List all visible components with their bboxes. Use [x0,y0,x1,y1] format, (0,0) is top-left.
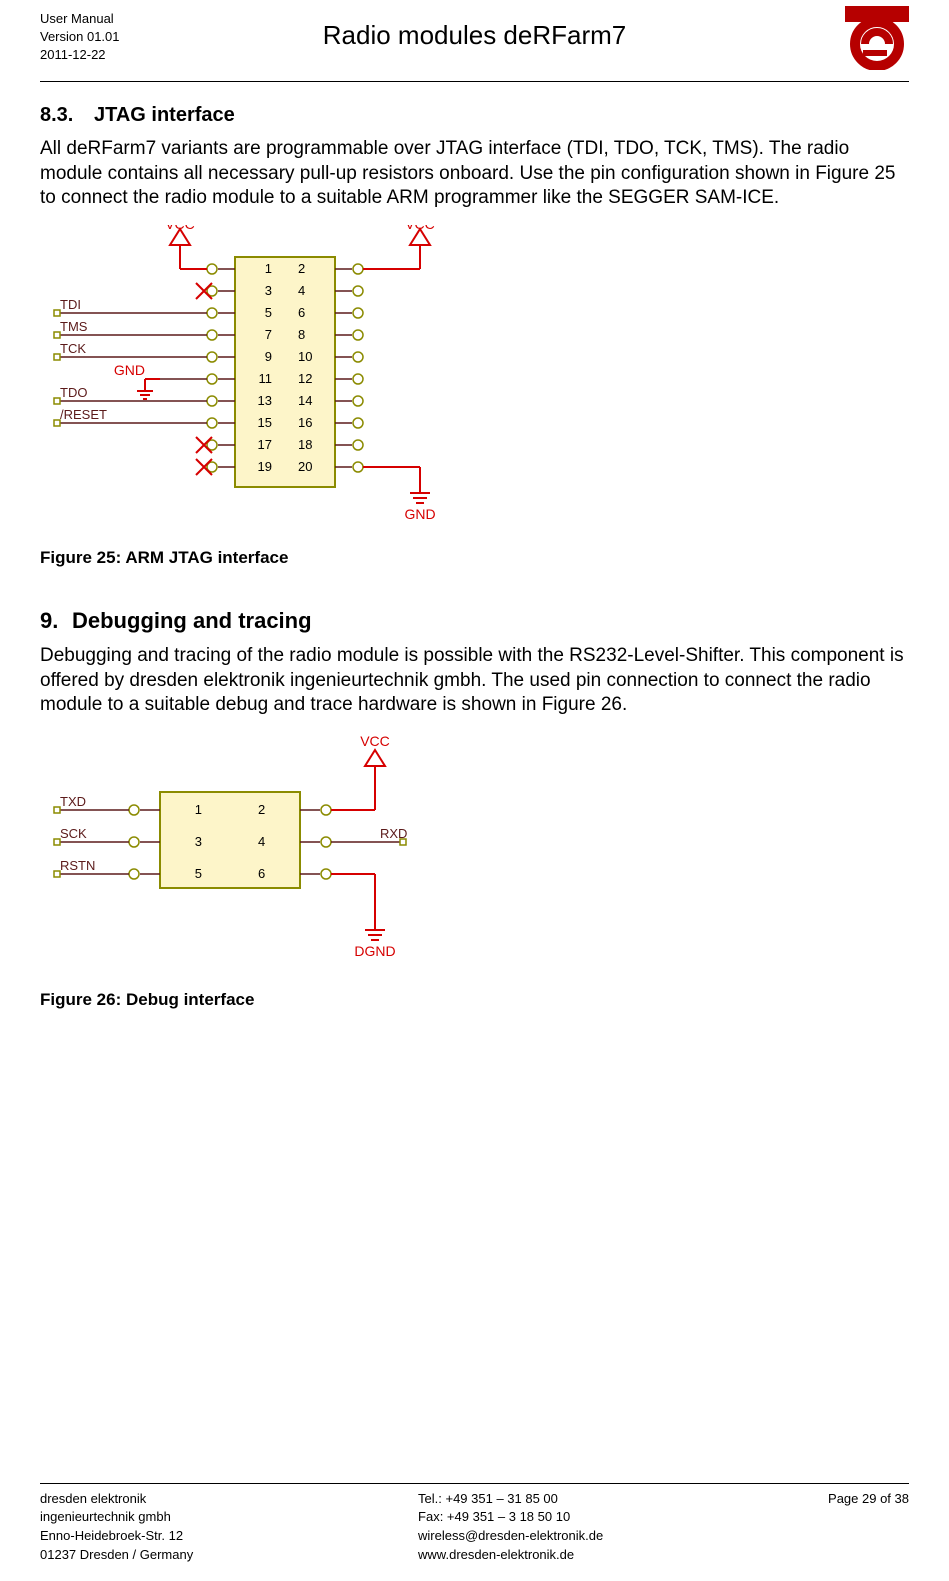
figure-25-caption: Figure 25: ARM JTAG interface [40,548,909,568]
svg-text:6: 6 [258,866,265,881]
page: User Manual Version 01.01 2011-12-22 Rad… [0,0,949,1581]
doc-title: Radio modules deRFarm7 [0,20,949,51]
svg-text:3: 3 [265,283,272,298]
svg-text:12: 12 [298,371,312,386]
svg-text:VCC: VCC [165,225,195,232]
footer-page: Page 29 of 38 [828,1490,909,1565]
jtag-diagram-svg: 1 3 5 7 9 11 13 15 17 19 2 4 6 8 10 12 1… [40,225,480,525]
company-logo-icon [845,6,909,70]
svg-text:2: 2 [298,261,305,276]
svg-text:TMS: TMS [60,319,88,334]
svg-text:DGND: DGND [354,943,395,959]
svg-text:4: 4 [298,283,305,298]
svg-text:19: 19 [258,459,272,474]
figure-26-caption: Figure 26: Debug interface [40,990,909,1010]
svg-text:15: 15 [258,415,272,430]
footer-company: dresden elektronik ingenieurtechnik gmbh… [40,1490,193,1565]
svg-text:GND: GND [404,506,435,522]
svg-text:11: 11 [259,371,273,386]
page-content: 8.3.JTAG interface All deRFarm7 variants… [40,82,909,1010]
section-number: 9. [40,608,72,634]
svg-text:9: 9 [265,349,272,364]
section-number: 8.3. [40,104,94,127]
svg-text:4: 4 [258,834,265,849]
svg-text:SCK: SCK [60,826,87,841]
svg-text:20: 20 [298,459,312,474]
figure-25-diagram: 1 3 5 7 9 11 13 15 17 19 2 4 6 8 10 12 1… [40,225,909,530]
svg-text:1: 1 [195,802,202,817]
svg-text:14: 14 [298,393,312,408]
svg-text:RSTN: RSTN [60,858,95,873]
svg-text:VCC: VCC [405,225,435,232]
footer-contact: Tel.: +49 351 – 31 85 00 Fax: +49 351 – … [418,1490,603,1565]
svg-text:/RESET: /RESET [60,407,107,422]
page-footer: dresden elektronik ingenieurtechnik gmbh… [40,1483,909,1565]
section-title: Debugging and tracing [72,608,312,633]
svg-text:2: 2 [258,802,265,817]
logo-wrap [845,6,909,75]
svg-text:VCC: VCC [360,733,390,749]
section-8-3-paragraph: All deRFarm7 variants are programmable o… [40,137,909,211]
svg-text:RXD: RXD [380,826,407,841]
svg-text:13: 13 [258,393,272,408]
svg-text:17: 17 [258,437,272,452]
page-header: User Manual Version 01.01 2011-12-22 Rad… [40,0,909,82]
svg-text:16: 16 [298,415,312,430]
svg-text:5: 5 [195,866,202,881]
doc-type: User Manual [40,10,120,28]
svg-text:TDO: TDO [60,385,87,400]
svg-text:7: 7 [265,327,272,342]
svg-text:1: 1 [265,261,272,276]
debug-diagram-svg: 1 3 5 2 4 6 TXD SCK RSTN [40,732,460,967]
svg-text:TCK: TCK [60,341,86,356]
svg-text:5: 5 [265,305,272,320]
figure-26-diagram: 1 3 5 2 4 6 TXD SCK RSTN [40,732,909,972]
doc-date: 2011-12-22 [40,46,120,64]
svg-text:10: 10 [298,349,312,364]
svg-text:8: 8 [298,327,305,342]
svg-text:3: 3 [195,834,202,849]
svg-text:TDI: TDI [60,297,81,312]
section-8-3-heading: 8.3.JTAG interface [40,104,909,127]
svg-text:6: 6 [298,305,305,320]
svg-text:18: 18 [298,437,312,452]
header-meta: User Manual Version 01.01 2011-12-22 [40,10,120,65]
section-9-paragraph: Debugging and tracing of the radio modul… [40,644,909,718]
section-title: JTAG interface [94,104,235,126]
doc-version: Version 01.01 [40,28,120,46]
svg-text:GND: GND [114,362,145,378]
section-9-heading: 9.Debugging and tracing [40,608,909,634]
svg-text:TXD: TXD [60,794,86,809]
